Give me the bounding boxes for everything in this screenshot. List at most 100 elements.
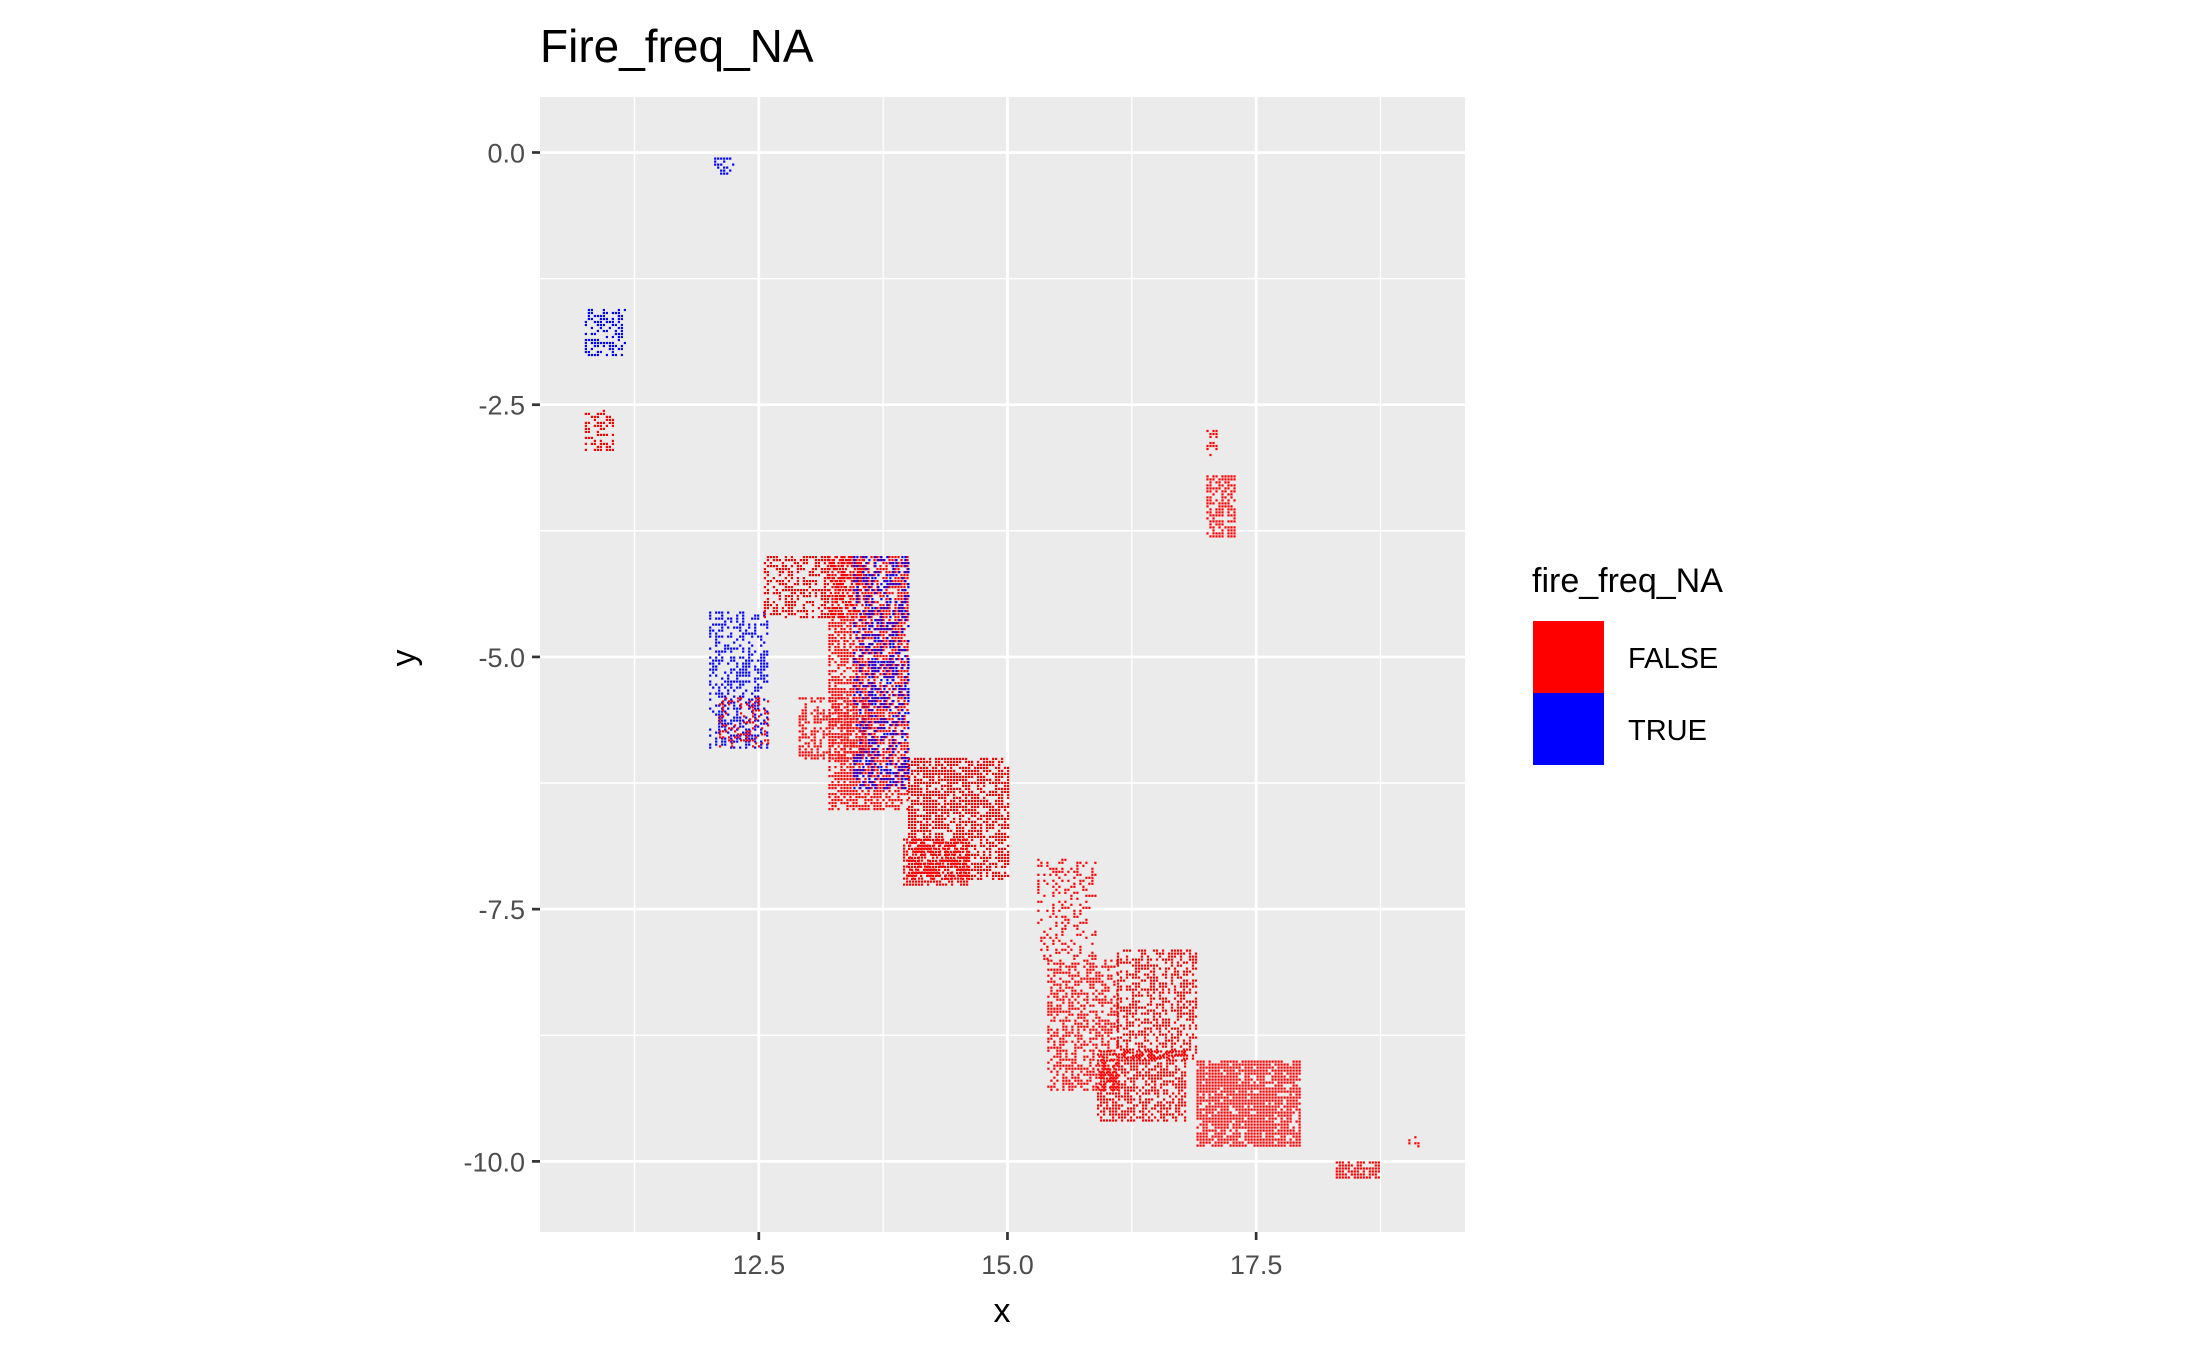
raster-cell (840, 586, 843, 589)
raster-cell (599, 350, 602, 354)
raster-cell (880, 664, 883, 667)
raster-cell (593, 418, 596, 421)
raster-cell (953, 835, 956, 838)
raster-cell (883, 727, 886, 730)
raster-cell (852, 670, 855, 673)
raster-cell (862, 616, 865, 619)
raster-cell (929, 775, 932, 778)
raster-cell (1091, 870, 1094, 873)
raster-cell (880, 616, 883, 619)
raster-cell (752, 703, 755, 706)
raster-cell (986, 859, 989, 862)
raster-cell (846, 649, 849, 652)
raster-cell (715, 665, 718, 668)
raster-cell (757, 719, 760, 722)
raster-cell (721, 614, 724, 617)
raster-cell (590, 326, 593, 330)
raster-cell (873, 559, 876, 562)
raster-cell (740, 703, 743, 706)
raster-cell (858, 568, 861, 571)
raster-cell (861, 691, 864, 694)
raster-cell (944, 811, 947, 814)
raster-cell (840, 673, 843, 676)
raster-cell (813, 745, 816, 748)
raster-cell (864, 712, 867, 715)
raster-cell (897, 637, 900, 640)
raster-cell (944, 790, 947, 793)
raster-cell (941, 796, 944, 799)
raster-cell (900, 592, 903, 595)
raster-cell (886, 661, 889, 664)
raster-cell (983, 763, 986, 766)
raster-cell (739, 695, 742, 698)
raster-cell (983, 820, 986, 823)
raster-cell (957, 838, 960, 841)
raster-cell (837, 784, 840, 787)
raster-cell (593, 442, 596, 445)
raster-cell (868, 772, 871, 775)
raster-cell (853, 685, 856, 688)
raster-cell (810, 733, 813, 736)
raster-cell (1062, 989, 1065, 992)
raster-cell (865, 580, 868, 583)
raster-cell (837, 706, 840, 709)
raster-cell (834, 580, 837, 583)
minor-gridlines (540, 97, 1465, 1232)
raster-cell (959, 862, 962, 865)
raster-cell (1052, 909, 1055, 912)
raster-cell (584, 347, 587, 351)
raster-cell (751, 704, 754, 707)
raster-cell (1082, 930, 1085, 933)
raster-cell (852, 697, 855, 700)
raster-cell (763, 668, 766, 671)
raster-cell (898, 685, 901, 688)
raster-cell (1094, 954, 1097, 957)
raster-cell (856, 676, 859, 679)
raster-cell (889, 733, 892, 736)
raster-cell (724, 644, 727, 647)
raster-cell (935, 847, 938, 850)
raster-cell (758, 709, 761, 712)
raster-cell (998, 811, 1001, 814)
raster-cell (886, 556, 889, 559)
raster-cell (862, 586, 865, 589)
raster-cell (852, 610, 855, 613)
raster-cell (837, 754, 840, 757)
raster-cell (897, 595, 900, 598)
raster-cell (840, 709, 843, 712)
raster-cell (935, 832, 938, 835)
raster-cell (998, 853, 1001, 856)
raster-cell (897, 778, 900, 781)
raster-cell (942, 841, 945, 844)
raster-cell (995, 799, 998, 802)
raster-cell (856, 637, 859, 640)
raster-cell (1004, 865, 1007, 868)
raster-cell (888, 712, 891, 715)
raster-cell (888, 799, 891, 802)
raster-cell (852, 715, 855, 718)
raster-cell (874, 763, 877, 766)
raster-cell (942, 865, 945, 868)
raster-cell (867, 631, 870, 634)
raster-cell (892, 688, 895, 691)
raster-cell (865, 568, 868, 571)
raster-cell (834, 640, 837, 643)
raster-cell (856, 583, 859, 586)
raster-cell (761, 742, 764, 745)
raster-cell (766, 731, 769, 734)
raster-cell (1073, 915, 1076, 918)
raster-cell (617, 332, 620, 336)
raster-cell (915, 880, 918, 883)
raster-cell (1076, 924, 1079, 927)
raster-cell (755, 697, 758, 700)
raster-cell (1007, 853, 1010, 856)
raster-cell (938, 790, 941, 793)
raster-cell (767, 700, 770, 703)
raster-cell (837, 667, 840, 670)
raster-cell (718, 689, 721, 692)
raster-cell (977, 823, 980, 826)
raster-cell (1098, 974, 1101, 977)
raster-cell (843, 571, 846, 574)
raster-cell (852, 571, 855, 574)
raster-cell (909, 874, 912, 877)
